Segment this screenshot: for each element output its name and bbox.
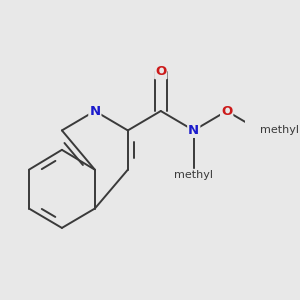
Text: N: N	[188, 124, 199, 137]
Text: O: O	[221, 104, 232, 118]
Text: methyl: methyl	[174, 170, 213, 180]
Text: N: N	[89, 104, 100, 118]
Text: methyl: methyl	[260, 125, 298, 135]
Text: O: O	[155, 65, 166, 78]
